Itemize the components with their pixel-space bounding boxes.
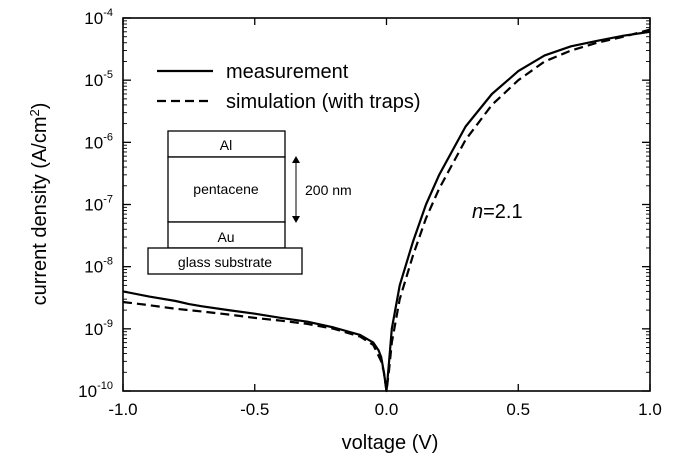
y-axis-label-close: ): [29, 103, 51, 110]
legend-label-simulation: simulation (with traps): [226, 91, 421, 113]
legend: measurement simulation (with traps): [157, 61, 421, 113]
y-tick-labels: 10-4 10-5 10-6 10-7 10-8 10-9 10-10: [78, 7, 113, 401]
layer-glass-substrate: [147, 247, 303, 275]
y-tick-label: 10-7: [84, 194, 113, 215]
y-tick-label: 10-6: [84, 131, 113, 152]
ideality-value: =2.1: [483, 201, 522, 223]
y-axis-label: current density (A/cm2): [27, 103, 51, 306]
y-tick-label: 10-5: [84, 69, 113, 90]
layer-glass-substrate-label: glass substrate: [178, 254, 272, 270]
y-tick-label: 10-4: [84, 7, 113, 28]
x-axis-label: voltage (V): [342, 432, 439, 454]
thickness-arrow-head-down: [292, 216, 300, 223]
x-tick-label: 0.0: [375, 400, 399, 419]
y-tick-label: 10-8: [84, 256, 113, 277]
layer-al-label: Al: [220, 137, 232, 153]
legend-label-measurement: measurement: [226, 61, 349, 83]
layer-au-label: Au: [217, 229, 234, 245]
x-tick-labels: -1.0 -0.5 0.0 0.5 1.0: [108, 400, 661, 419]
ideality-symbol: n: [472, 201, 483, 223]
thickness-arrow-head-up: [292, 156, 300, 163]
axis-ticks: [122, 17, 651, 392]
x-tick-label: -0.5: [240, 400, 269, 419]
x-tick-label: -1.0: [108, 400, 137, 419]
series-layer: [122, 28, 651, 393]
layer-pentacene-label: pentacene: [193, 181, 259, 197]
series-line-simulation: [122, 28, 651, 393]
thickness-label: 200 nm: [305, 182, 352, 198]
y-tick-label: 10-10: [78, 380, 113, 401]
layer-pentacene: [167, 156, 286, 223]
ideality-annotation: n=2.1: [472, 201, 523, 223]
y-axis-label-superscript: 2: [27, 109, 42, 116]
y-axis-label-base: current density (A/cm: [29, 116, 51, 305]
device-stack-inset: Al pentacene Au glass substrate 200 nm: [147, 130, 352, 275]
plot-area: [122, 17, 651, 393]
y-tick-label: 10-9: [84, 318, 113, 339]
x-tick-label: 1.0: [638, 400, 662, 419]
x-tick-label: 0.5: [506, 400, 530, 419]
